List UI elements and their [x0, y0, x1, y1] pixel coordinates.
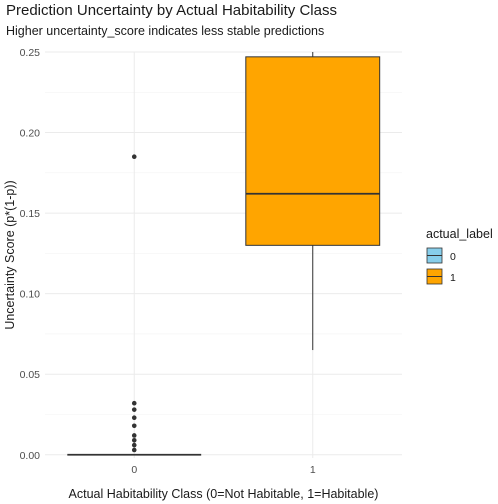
boxplot-1: [245, 52, 381, 351]
boxplot-0: [67, 154, 202, 456]
x-tick-label: 1: [310, 464, 316, 476]
chart-title: Prediction Uncertainty by Actual Habitab…: [6, 2, 337, 19]
legend-key-0: 0: [426, 247, 456, 264]
outlier-point: [131, 400, 137, 406]
outlier-point: [131, 447, 137, 453]
x-tick-label: 0: [131, 464, 137, 476]
box-iqr: [245, 56, 381, 246]
outlier-point: [131, 433, 137, 438]
legend-label: 0: [450, 251, 456, 263]
legend: actual_label 0 1: [426, 227, 493, 285]
legend-label: 1: [450, 272, 456, 284]
y-tick-label: 0.05: [20, 369, 41, 381]
chart-subtitle: Higher uncertainty_score indicates less …: [6, 24, 324, 38]
outlier-point: [131, 415, 137, 421]
y-tick-label: 0.15: [20, 208, 41, 220]
y-tick-label: 0.00: [20, 450, 41, 462]
y-tick-label: 0.10: [20, 289, 41, 301]
legend-key-1: 1: [426, 268, 456, 285]
outlier-point: [131, 437, 137, 443]
y-tick-label: 0.25: [20, 47, 41, 59]
boxplots: [67, 52, 381, 456]
y-axis-label: Uncertainty Score (p*(1-p)): [3, 180, 17, 329]
legend-title: actual_label: [426, 227, 493, 241]
outlier-point: [131, 423, 137, 429]
y-tick-label: 0.20: [20, 128, 41, 140]
x-axis-label: Actual Habitability Class (0=Not Habitab…: [69, 487, 379, 501]
outlier-point: [131, 407, 137, 412]
outlier-point: [131, 154, 137, 160]
y-axis-ticks: 0.00 0.05 0.10 0.15 0.20 0.25: [20, 47, 41, 462]
outlier-point: [131, 442, 137, 448]
